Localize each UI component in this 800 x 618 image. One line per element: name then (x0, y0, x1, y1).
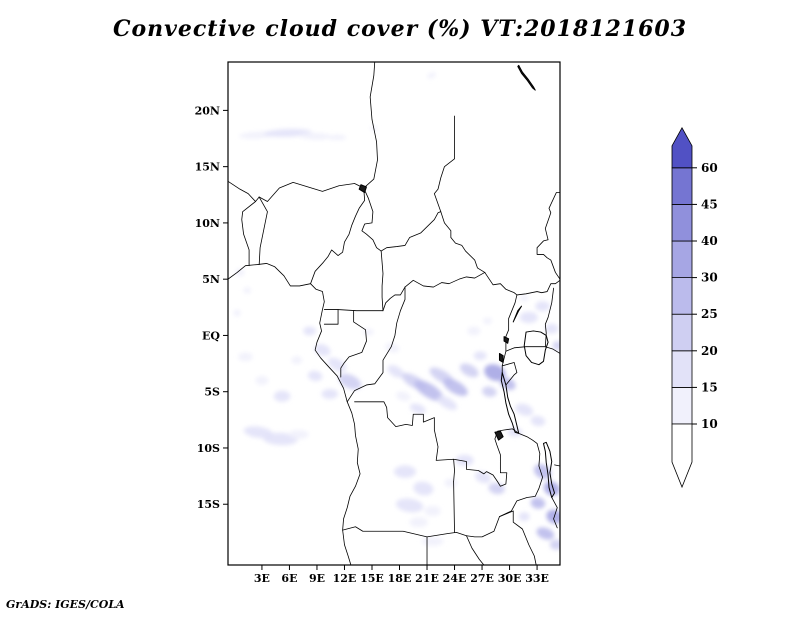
colorbar-tick-label: 60 (701, 161, 718, 175)
border-sudan-drc (484, 272, 518, 296)
border-drc-uganda-rwanda (501, 294, 518, 373)
border-congo-drc-river (346, 286, 406, 403)
lakes (358, 64, 555, 498)
lon-tick-label: 3E (254, 572, 270, 585)
lake-mweru (494, 430, 504, 441)
lon-tick-label: 33E (525, 572, 549, 585)
lon-tick-label: 12E (333, 572, 357, 585)
plot-title: Convective cloud cover (%) VT:2018121603 (112, 16, 688, 42)
border-zimbabwe-mozambique (512, 510, 537, 565)
lon-tick-label: 18E (388, 572, 412, 585)
border-zambia-zimbabwe (466, 510, 514, 538)
border-equatorial-guinea (323, 309, 339, 325)
border-cameroon-chad (361, 187, 382, 252)
lake-malawi (542, 441, 555, 498)
border-niger-chad (363, 62, 378, 189)
lat-tick-label: 15N (195, 161, 220, 174)
colorbar-tick-label: 45 (701, 197, 718, 211)
border-botswana-zimbabwe (466, 535, 485, 565)
colorbar-tick-label: 40 (701, 234, 718, 248)
lat-tick-label: 10S (197, 442, 220, 455)
colorbar-segment (671, 240, 693, 278)
border-congo-car (382, 286, 406, 312)
colorbar-arrow-top (671, 126, 693, 169)
border-rwanda-burundi (501, 362, 518, 386)
border-angola-zambia (453, 481, 455, 533)
border-angola-namibia-caprivi (342, 526, 467, 538)
border-gabon-congo (340, 310, 367, 378)
lon-tick-label: 30E (498, 572, 522, 585)
border-zambia-malawi-mozambique (499, 443, 543, 518)
lake-albert (512, 305, 522, 323)
border-nigeria-cameroon (310, 187, 366, 285)
border-tanzania-zambia (511, 428, 538, 444)
border-atlantic-coastline (228, 263, 361, 565)
grads-credit: GrADS: IGES/COLA (6, 598, 125, 611)
lon-tick-label: 9E (309, 572, 325, 585)
colorbar-segment (671, 313, 693, 352)
lon-tick-label: 6E (281, 572, 297, 585)
border-cameroon-car (380, 250, 384, 312)
colorbar-tick-label: 15 (701, 380, 718, 394)
colorbar-tick-label: 10 (701, 417, 718, 431)
border-tanzania-mozambique (554, 464, 560, 467)
lat-tick-label: 20N (195, 104, 220, 117)
border-zambia-drc-pedicle (453, 428, 513, 487)
lon-tick-label: 21E (415, 572, 439, 585)
lat-tick-label: 15S (197, 498, 220, 511)
map-frame (227, 61, 561, 566)
border-car-sudan (450, 237, 486, 273)
lon-tick-label: 24E (443, 572, 467, 585)
border-chad-sudan (433, 115, 455, 238)
country-borders (228, 62, 560, 565)
colorbar-segment (671, 350, 693, 388)
border-chad-car (380, 211, 442, 252)
axis-ticks: 20N 15N 10N 5N EQ 5S 10S 15S 3E 6E 9E 12E 15E 18E 21E 2… (195, 104, 549, 585)
border-benin-nigeria (258, 196, 268, 265)
lake-tanganyika (500, 372, 520, 434)
colorbar-segment (671, 277, 693, 315)
lake-nasser (517, 64, 536, 91)
cloud-shading (233, 72, 560, 550)
colorbar-segment (671, 386, 693, 425)
lake-victoria (523, 330, 549, 366)
lake-kivu (498, 352, 504, 363)
border-southsudan-uganda-kenya (516, 279, 560, 296)
colorbar-tick-label: 20 (701, 344, 718, 358)
border-car-drc (404, 272, 486, 288)
lon-tick-label: 15E (360, 572, 384, 585)
colorbar-tick-label: 25 (701, 307, 718, 321)
colorbar-tick-label: 30 (701, 271, 718, 285)
border-cameroon-south (323, 309, 384, 312)
border-togo-benin-west (241, 196, 260, 267)
colorbar-arrow-bottom (671, 423, 693, 489)
border-kenya-tanzania (544, 346, 560, 354)
border-niger-nigeria (258, 182, 365, 202)
lat-tick-label: 5N (202, 273, 220, 286)
lat-tick-label: 10N (195, 217, 220, 230)
lake-chad (358, 184, 367, 194)
border-uganda-tanzania (505, 346, 546, 352)
colorbar-segment (671, 203, 693, 242)
border-drc-angola (354, 401, 455, 483)
lake-edward (503, 336, 510, 344)
lat-tick-label: EQ (202, 329, 220, 342)
lon-tick-label: 27E (470, 572, 494, 585)
border-sudan-ethiopia (536, 192, 560, 280)
colorbar: 10 15 20 25 30 40 45 60 (671, 126, 718, 489)
lat-tick-label: 5S (204, 386, 220, 399)
border-malawi-mozambique-south (551, 497, 558, 529)
colorbar-segment (671, 167, 693, 205)
border-burkina-niger (228, 180, 256, 202)
